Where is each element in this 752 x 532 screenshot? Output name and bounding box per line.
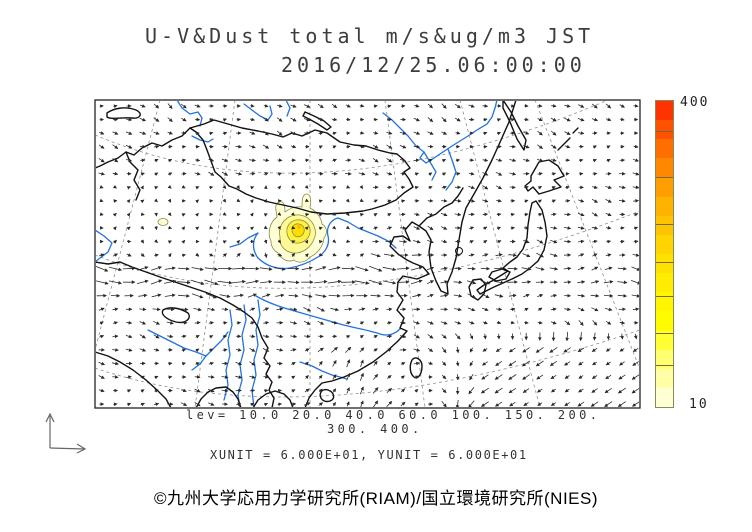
vector-scale-arrows [45, 412, 87, 454]
colorbar-segment [656, 387, 673, 407]
colorbar-segment [656, 349, 673, 369]
contour-levels-line2: 300. 400. [327, 422, 423, 436]
colorbar [655, 100, 674, 408]
colorbar-tick [656, 364, 673, 366]
colorbar-tick [656, 177, 673, 179]
colorbar-tick [656, 332, 673, 334]
graticule [96, 101, 639, 407]
colorbar-segment [656, 311, 673, 331]
colorbar-segment [656, 196, 673, 216]
colorbar-segment [656, 177, 673, 197]
colorbar-segment [656, 139, 673, 159]
colorbar-segment [656, 273, 673, 293]
colorbar-tick [656, 224, 673, 226]
colorbar-segment [656, 101, 673, 121]
vector-units-label: XUNIT = 6.000E+01, YUNIT = 6.000E+01 [210, 448, 528, 462]
figure-title: U-V&Dust total m/s&ug/m3 JST [145, 24, 595, 48]
colorbar-segment [656, 234, 673, 254]
contour-levels-line1: lev= 10.0 20.0 40.0 60.0 100. 150. 200. [186, 408, 601, 422]
colorbar-max-label: 400 [680, 95, 710, 110]
copyright-line: ©九州大学応用力学研究所(RIAM)/国立環境研究所(NIES) [153, 489, 599, 508]
colorbar-tick [656, 131, 673, 132]
map-frame [94, 99, 641, 409]
colorbar-tick [656, 295, 673, 297]
colorbar-segment [656, 292, 673, 312]
colorbar-segment [656, 120, 673, 140]
figure-timestamp: 2016/12/25.06:00:00 [281, 53, 586, 77]
colorbar-segment [656, 254, 673, 274]
colorbar-segment [656, 330, 673, 350]
colorbar-segment [656, 368, 673, 388]
dust-plume-secondary [157, 218, 169, 226]
rivers [96, 101, 498, 407]
wind-arrows [96, 103, 639, 407]
colorbar-min-label: 10 [689, 397, 709, 412]
colorbar-segment [656, 215, 673, 235]
colorbar-tick [656, 261, 673, 263]
colorbar-segment [656, 158, 673, 178]
coastlines-borders [96, 101, 579, 407]
